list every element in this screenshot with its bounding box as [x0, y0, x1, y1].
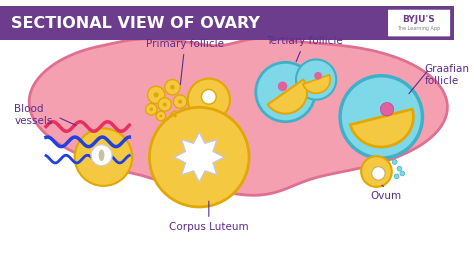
Circle shape	[314, 72, 322, 79]
Text: SECTIONAL VIEW OF OVARY: SECTIONAL VIEW OF OVARY	[11, 15, 260, 31]
Circle shape	[156, 111, 166, 121]
Circle shape	[91, 145, 112, 166]
Polygon shape	[174, 132, 224, 182]
Circle shape	[147, 86, 165, 104]
Polygon shape	[29, 38, 447, 195]
Text: Ovum: Ovum	[371, 191, 401, 201]
Circle shape	[149, 107, 249, 207]
FancyBboxPatch shape	[0, 6, 454, 40]
Text: Tertiary follicle: Tertiary follicle	[266, 36, 343, 62]
Text: BYJU'S: BYJU'S	[402, 15, 435, 24]
Circle shape	[392, 160, 397, 164]
Circle shape	[400, 171, 405, 176]
Circle shape	[380, 103, 394, 116]
Circle shape	[171, 111, 180, 121]
Circle shape	[75, 128, 132, 186]
Circle shape	[163, 102, 167, 107]
Circle shape	[165, 79, 180, 95]
Circle shape	[170, 85, 175, 89]
Circle shape	[397, 166, 402, 171]
Ellipse shape	[99, 150, 104, 161]
Circle shape	[173, 95, 187, 108]
Circle shape	[372, 167, 385, 180]
Circle shape	[201, 89, 216, 104]
Circle shape	[188, 79, 230, 121]
Polygon shape	[350, 109, 413, 147]
Text: Corpus Luteum: Corpus Luteum	[169, 201, 249, 232]
Circle shape	[178, 100, 182, 104]
Circle shape	[174, 115, 177, 117]
Text: Blood
vessels: Blood vessels	[14, 104, 53, 126]
Text: Primary follicle: Primary follicle	[146, 39, 224, 84]
Text: Graafian
follicle: Graafian follicle	[424, 64, 469, 86]
Circle shape	[154, 92, 159, 97]
Circle shape	[158, 98, 172, 111]
Circle shape	[361, 156, 392, 187]
Circle shape	[296, 59, 336, 100]
Circle shape	[256, 62, 315, 122]
Circle shape	[150, 108, 153, 111]
Polygon shape	[268, 79, 307, 114]
Circle shape	[394, 174, 399, 179]
Text: The Learning App: The Learning App	[397, 26, 440, 31]
Circle shape	[159, 115, 163, 117]
Circle shape	[146, 104, 157, 115]
Circle shape	[278, 81, 287, 91]
FancyBboxPatch shape	[387, 9, 451, 38]
Circle shape	[340, 76, 422, 158]
Polygon shape	[303, 75, 330, 93]
